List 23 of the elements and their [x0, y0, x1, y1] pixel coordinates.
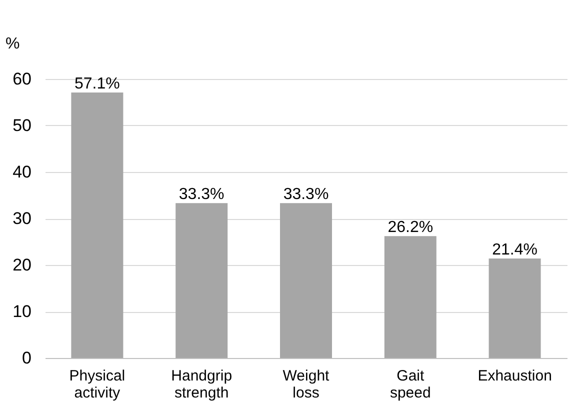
data-label: 26.2%: [388, 219, 434, 236]
bar: [71, 92, 124, 358]
y-tick-label: 30: [12, 209, 32, 228]
x-tick-label: Exhaustion: [478, 368, 552, 384]
data-label: 33.3%: [178, 186, 224, 204]
data-label: 33.3%: [283, 186, 329, 204]
y-axis-title: %: [6, 36, 20, 52]
y-tick-label: 40: [12, 162, 32, 182]
data-label: 21.4%: [492, 241, 538, 258]
x-tick-label: Physical activity: [69, 368, 126, 402]
bar: [488, 258, 541, 358]
y-tick-label: 10: [12, 302, 32, 321]
y-tick-label: 20: [12, 256, 32, 274]
x-tick-label: Handgrip strength: [171, 368, 232, 402]
x-tick-label: Weight loss: [282, 368, 330, 402]
bar: [280, 203, 332, 358]
y-tick-label: 60: [12, 70, 32, 88]
bar: [176, 203, 228, 358]
y-tick-label: 0: [22, 348, 32, 368]
data-label: 57.1%: [74, 75, 120, 92]
y-tick-label: 50: [12, 116, 32, 135]
bar: [384, 236, 436, 358]
x-tick-label: Gait speed: [390, 368, 431, 402]
